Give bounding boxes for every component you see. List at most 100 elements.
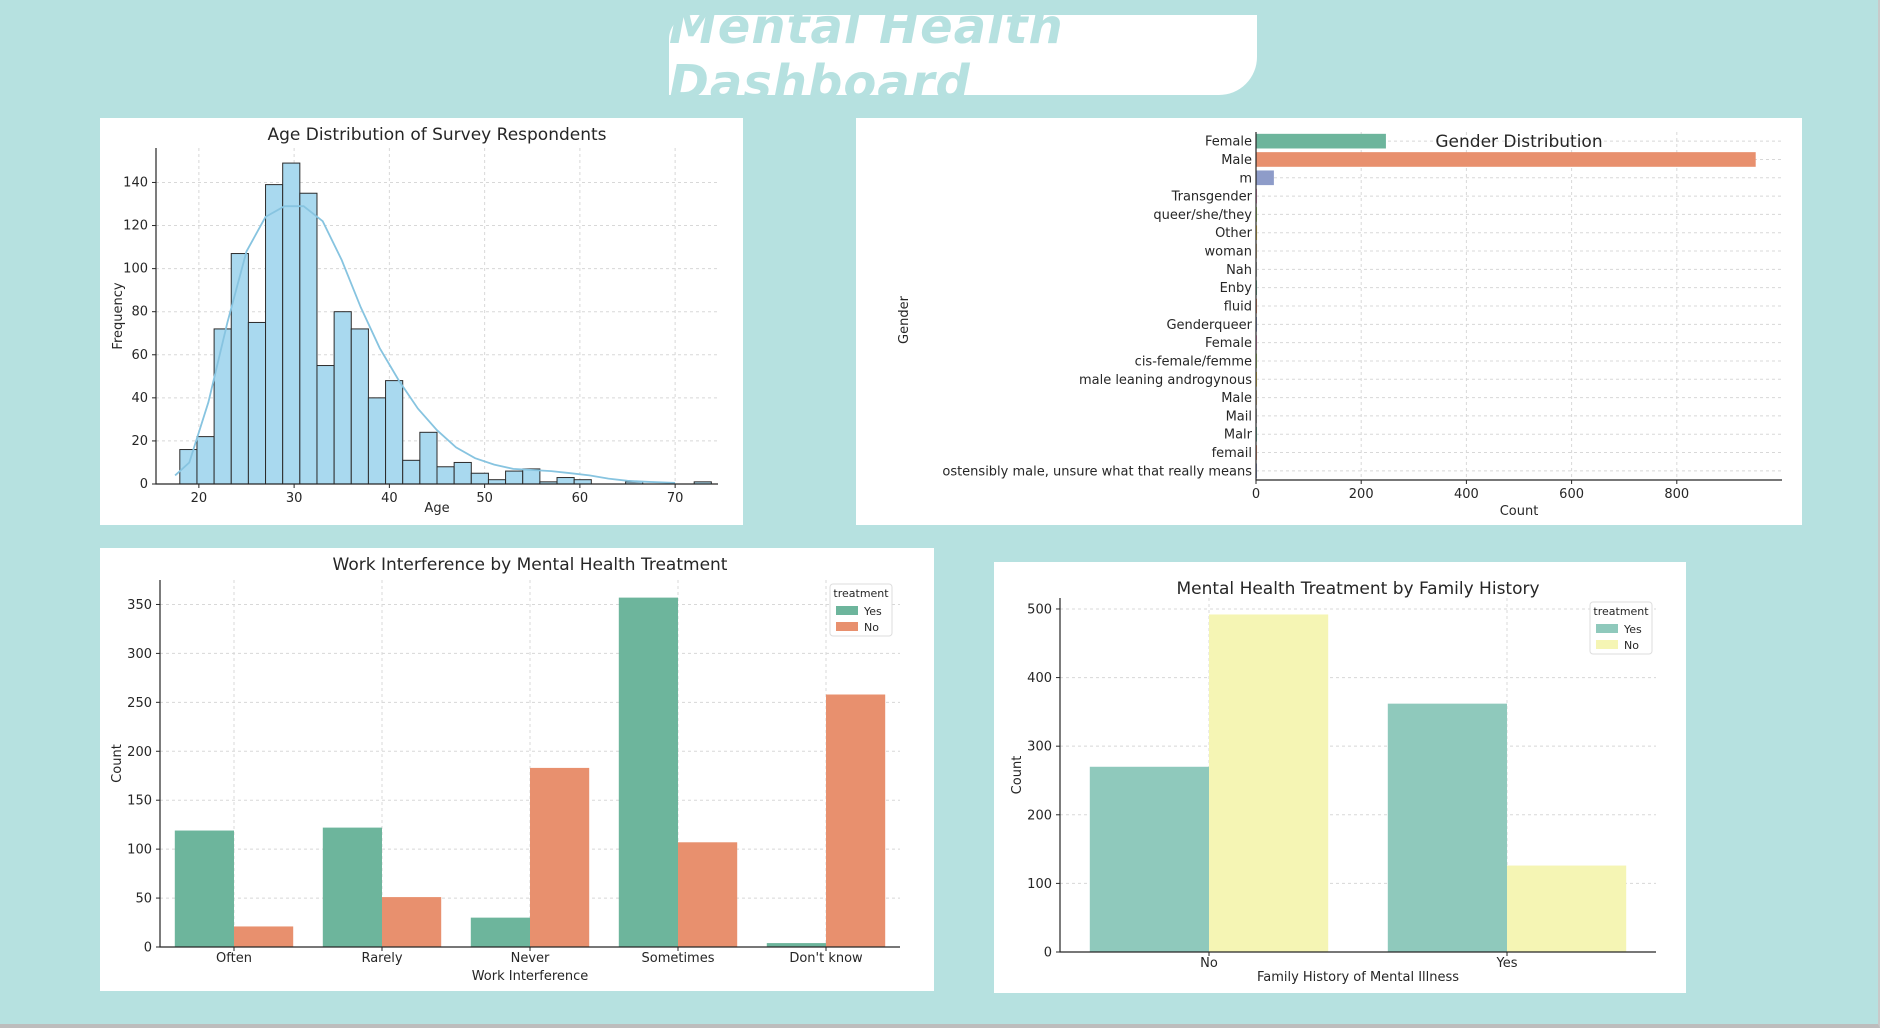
y-tick-label: Male	[1221, 391, 1252, 406]
work-interference-chart: Often Rarely Never Sometimes Don't know 0 50 10…	[110, 555, 900, 984]
histogram-bar	[350, 328, 369, 485]
x-axis-label: Work Interference	[472, 969, 589, 984]
x-tick-label: Never	[511, 951, 550, 966]
x-tick-label: 600	[1559, 487, 1584, 502]
x-tick-label: 30	[286, 491, 303, 506]
bar-no	[530, 767, 590, 947]
gender-bar	[1256, 170, 1274, 186]
x-tick-label: 20	[191, 491, 208, 506]
x-tick-label: 200	[1349, 487, 1374, 502]
work-interference-panel: Often Rarely Never Sometimes Don't know 0 50 10…	[100, 548, 934, 991]
legend-swatch	[836, 622, 858, 631]
y-tick-label: Female	[1205, 336, 1252, 351]
y-tick-label: 100	[1027, 877, 1052, 892]
y-tick-label: Mail	[1226, 409, 1252, 424]
histogram-bar	[573, 479, 592, 485]
gender-bar-chart: Female Male m Transgender queer/she/they Othe…	[897, 132, 1782, 519]
bar-yes	[470, 917, 530, 947]
histogram-bar	[470, 472, 489, 485]
y-tick-label: 350	[127, 598, 152, 613]
x-tick-label: Often	[216, 951, 252, 966]
x-axis-label: Count	[1500, 504, 1539, 519]
x-tick-label: 400	[1454, 487, 1479, 502]
y-tick-label: 400	[1027, 671, 1052, 686]
histogram-bar	[265, 184, 284, 485]
title-banner: Mental Health Dashboard	[669, 0, 1257, 111]
x-tick-label: 60	[572, 491, 589, 506]
y-tick-label: ostensibly male, unsure what that really…	[942, 464, 1252, 479]
gender-distribution-panel: Female Male m Transgender queer/she/they Othe…	[856, 118, 1802, 525]
y-tick-label: woman	[1205, 245, 1252, 260]
age-histogram-chart: 20 30 40 50 60 70 0 20 40 60 80 100 120 140 Age Distri…	[111, 125, 718, 516]
histogram-bar	[213, 328, 232, 485]
y-tick-label: Male	[1221, 153, 1252, 168]
x-tick-label: 800	[1664, 487, 1689, 502]
histogram-bar	[487, 479, 507, 485]
y-tick-label: 200	[127, 745, 152, 760]
x-tick-label: Don't know	[789, 951, 863, 966]
bar-yes	[1089, 766, 1209, 952]
y-tick-label: Nah	[1226, 263, 1252, 278]
legend-swatch	[836, 606, 858, 615]
y-tick-label: 200	[1027, 808, 1052, 823]
gender-bar	[1256, 133, 1386, 149]
y-tick-label: fluid	[1224, 300, 1252, 315]
bar-yes	[1387, 703, 1507, 952]
x-tick-label: 40	[381, 491, 398, 506]
y-tick-label: Other	[1215, 226, 1253, 241]
legend-swatch	[1596, 624, 1618, 633]
y-tick-label: 150	[127, 794, 152, 809]
y-tick-label: queer/she/they	[1153, 208, 1252, 223]
kde-curve	[174, 205, 676, 484]
x-tick-label: Sometimes	[641, 951, 714, 966]
dashboard-title: Mental Health Dashboard	[669, 0, 1064, 111]
y-tick-label: 60	[131, 348, 148, 363]
x-axis-label: Family History of Mental Illness	[1257, 970, 1459, 985]
age-distribution-panel: 20 30 40 50 60 70 0 20 40 60 80 100 120 140 Age Distri…	[100, 118, 743, 525]
histogram-bar	[299, 192, 318, 485]
y-tick-label: 0	[144, 941, 152, 956]
y-tick-label: 500	[1027, 602, 1052, 617]
histogram-bar	[453, 461, 472, 485]
y-tick-label: 100	[127, 843, 152, 858]
bar-yes	[766, 943, 826, 947]
x-tick-label: 70	[667, 491, 684, 506]
bar-yes	[322, 827, 382, 947]
chart-title: Age Distribution of Survey Respondents	[267, 125, 606, 145]
histogram-bar	[556, 477, 575, 485]
histogram-bar	[196, 436, 215, 485]
family-history-chart: No Yes 0 100 200 300 400 500 Mental Health Treat…	[1010, 579, 1656, 985]
chart-title: Work Interference by Mental Health Treat…	[333, 555, 728, 575]
x-tick-label: Rarely	[361, 951, 402, 966]
y-tick-label: femail	[1212, 446, 1252, 461]
y-tick-label: Enby	[1220, 281, 1253, 296]
legend-title: treatment	[1593, 605, 1649, 618]
bar-no	[678, 842, 738, 947]
y-tick-label: 50	[135, 892, 152, 907]
x-tick-label: Yes	[1496, 956, 1518, 971]
y-tick-label: 250	[127, 696, 152, 711]
bar-no	[1209, 614, 1329, 952]
y-tick-label: 140	[123, 175, 148, 190]
bar-yes	[174, 830, 234, 947]
histogram-bar	[385, 380, 404, 485]
y-tick-label: m	[1239, 171, 1252, 186]
legend-swatch	[1596, 640, 1618, 649]
y-tick-label: 0	[1044, 946, 1052, 961]
histogram-bar	[247, 321, 267, 485]
x-tick-label: 50	[476, 491, 493, 506]
histogram-bar	[505, 470, 524, 485]
y-tick-label: 120	[123, 219, 148, 234]
y-axis-label: Count	[1010, 756, 1025, 795]
histogram-bar	[179, 449, 198, 485]
histogram-bar	[419, 431, 438, 485]
legend-label: Yes	[863, 605, 882, 618]
x-tick-label: 0	[1252, 487, 1260, 502]
y-tick-label: 20	[131, 434, 148, 449]
bar-no	[826, 694, 886, 947]
gender-bar	[1256, 152, 1756, 167]
legend-label: Yes	[1623, 623, 1642, 636]
y-tick-label: Malr	[1224, 428, 1253, 443]
y-tick-label: male leaning androgynous	[1079, 373, 1252, 388]
